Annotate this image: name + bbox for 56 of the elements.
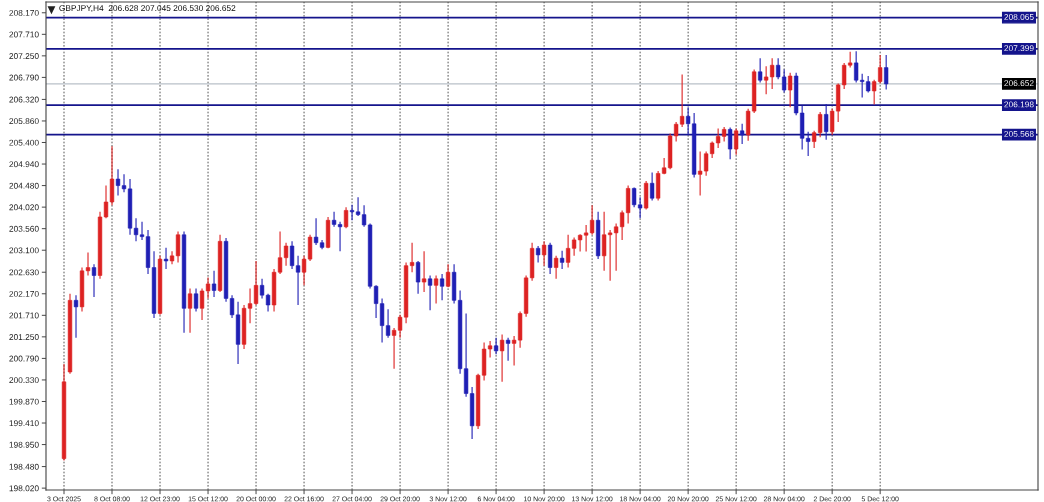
- y-tick-label: 204.480: [9, 182, 39, 189]
- y-tick-label: 200.330: [9, 377, 39, 384]
- y-tick-label: 201.710: [9, 312, 39, 319]
- candlestick: [541, 240, 547, 267]
- y-tick-label: 198.020: [9, 485, 39, 492]
- candlestick: [433, 274, 439, 305]
- candlestick: [559, 250, 565, 270]
- candlestick: [740, 123, 745, 145]
- ref-line-label: 207.399: [1004, 45, 1034, 52]
- candlestick: [824, 103, 829, 141]
- y-tick-label: 204.020: [9, 204, 39, 211]
- candlestick: [211, 270, 217, 298]
- y-tick-label: 198.480: [9, 463, 39, 470]
- y-tick-label: 202.170: [9, 290, 39, 297]
- y-tick-label: 200.790: [9, 355, 39, 362]
- y-tick-label: 199.410: [9, 420, 39, 427]
- candlestick: [493, 337, 499, 355]
- y-tick-label: 205.860: [9, 118, 39, 125]
- ref-line-label: 206.652: [1004, 80, 1034, 87]
- y-tick-label: 201.250: [9, 334, 39, 340]
- candlestick: [91, 263, 97, 298]
- y-tick-label: 207.250: [9, 53, 39, 59]
- candlestick: [758, 57, 763, 84]
- candlestick: [421, 250, 427, 293]
- candlestick: [163, 247, 169, 270]
- ref-line-label: 205.568: [1004, 130, 1034, 137]
- y-tick-label: 206.790: [9, 74, 39, 81]
- candlestick: [439, 273, 445, 301]
- candlestick: [193, 288, 199, 313]
- ref-line-label: 208.065: [1004, 14, 1034, 20]
- y-tick-label: 208.170: [9, 9, 39, 16]
- candlestick: [73, 294, 79, 339]
- candlestick: [553, 255, 559, 280]
- y-tick-label: 202.630: [9, 269, 39, 276]
- y-tick-label: 203.560: [9, 225, 39, 232]
- y-tick-label: 206.320: [9, 96, 39, 103]
- candlestick: [547, 242, 553, 275]
- candlestick: [415, 260, 421, 295]
- candlestick: [728, 126, 733, 160]
- candlestick: [734, 127, 739, 156]
- candlestick: [649, 171, 655, 202]
- candlestick: [427, 274, 433, 311]
- ref-line-label: 206.198: [1004, 101, 1034, 108]
- candlestick: [343, 206, 349, 229]
- y-tick-label: 199.870: [9, 398, 39, 405]
- chart-title: GBPJPY,H4 206.628 207.045 206.530 206.652: [59, 5, 236, 13]
- candlestick: [187, 288, 193, 334]
- candlestick: [884, 54, 889, 91]
- candlestick: [788, 72, 793, 108]
- y-tick-label: 205.400: [9, 139, 39, 146]
- candlestick: [505, 337, 511, 362]
- y-tick-label: 203.100: [9, 247, 39, 254]
- y-tick-label: 204.940: [9, 161, 39, 168]
- y-tick-label: 207.710: [9, 31, 39, 38]
- candlestick: [499, 333, 505, 383]
- y-tick-label: 198.950: [9, 441, 39, 448]
